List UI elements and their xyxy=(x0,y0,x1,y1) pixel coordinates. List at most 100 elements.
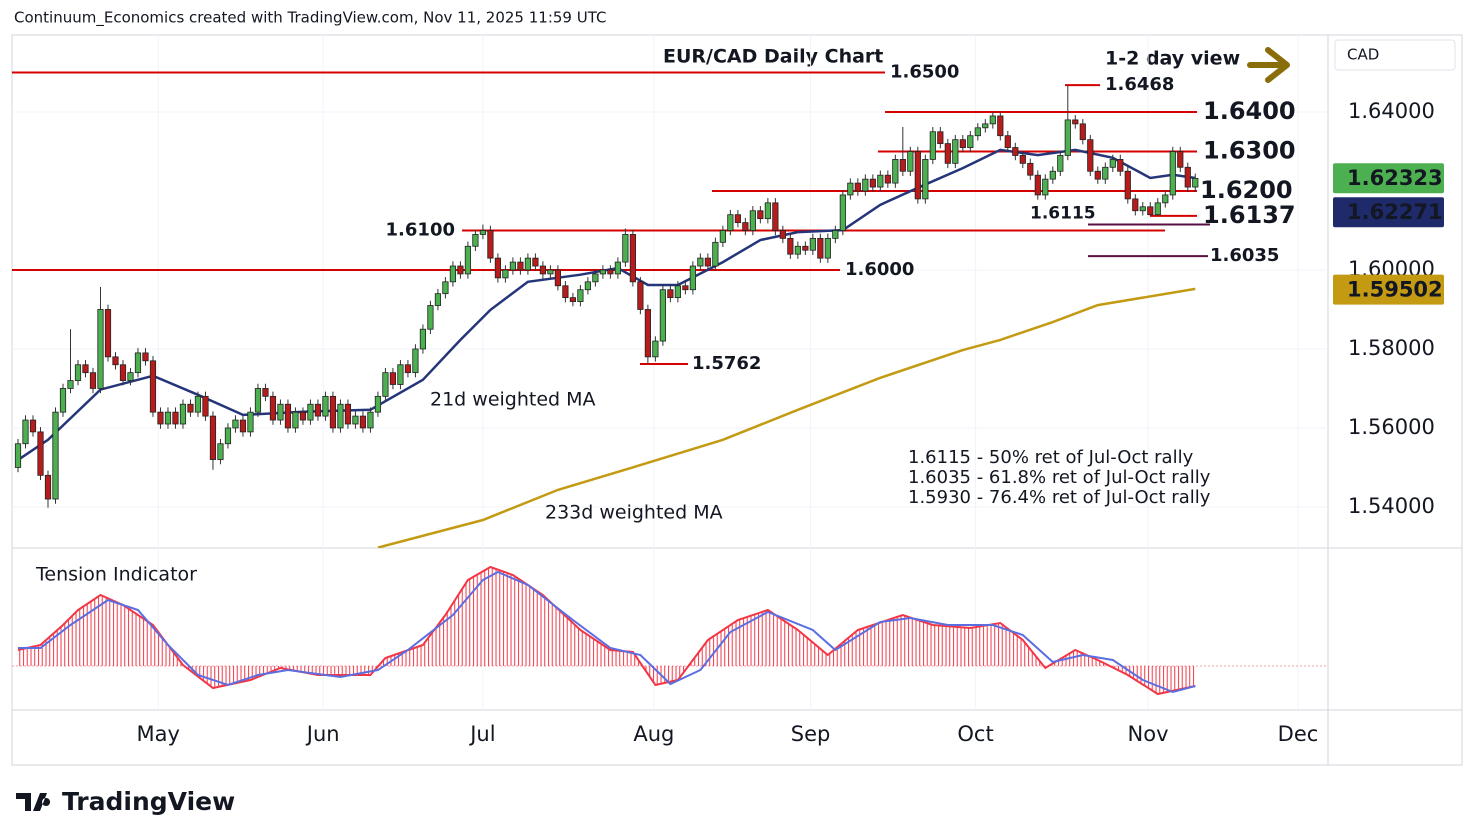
candle-body xyxy=(974,127,981,137)
candle-body xyxy=(1057,155,1064,172)
x-tick-label: Nov xyxy=(1128,722,1169,746)
candle-body xyxy=(37,431,44,476)
level-label: 1.6400 xyxy=(1203,97,1296,125)
brand: TradingView xyxy=(62,787,235,816)
x-tick-label: Oct xyxy=(957,722,993,746)
candle-body xyxy=(802,245,809,251)
x-tick-label: Aug xyxy=(633,722,674,746)
candle-body xyxy=(839,194,846,231)
candle-body xyxy=(547,269,554,275)
candle-body xyxy=(404,364,412,374)
candle-body xyxy=(779,230,786,239)
candle-body xyxy=(1102,166,1109,180)
candle-body xyxy=(997,115,1004,137)
candle-body xyxy=(442,281,449,295)
candle-body xyxy=(29,419,37,433)
candle-body xyxy=(382,372,389,397)
candle-body xyxy=(727,214,734,231)
arrow xyxy=(1247,47,1290,83)
indicator-line xyxy=(17,565,1196,696)
candle-body xyxy=(907,151,914,172)
candle-body xyxy=(224,427,232,445)
candle-body xyxy=(562,285,569,299)
candle-body xyxy=(1087,139,1094,172)
candle-body xyxy=(329,395,337,429)
price-badge xyxy=(1333,197,1444,228)
logo xyxy=(16,793,51,811)
ma-line xyxy=(17,148,1196,461)
candle-body xyxy=(52,411,59,500)
x-tick-label: Dec xyxy=(1278,722,1319,746)
candle-body xyxy=(734,214,741,223)
candle-body xyxy=(712,241,719,267)
candle-body xyxy=(344,403,352,425)
candle-body xyxy=(592,273,599,283)
candle-body xyxy=(1027,162,1034,176)
candle-body xyxy=(772,202,779,231)
candle-body xyxy=(119,364,127,381)
candle-body xyxy=(292,411,299,429)
chart-subtitle: 1-2 day view xyxy=(1105,48,1240,70)
candle-body xyxy=(434,293,442,306)
candle-body xyxy=(1184,166,1191,188)
candle-body xyxy=(74,364,82,381)
candle-body xyxy=(884,174,891,184)
candle-body xyxy=(97,309,104,389)
candle-body xyxy=(164,411,172,425)
candle-body xyxy=(667,289,674,299)
y-tick-label: 1.54000 xyxy=(1348,494,1435,518)
candle-body xyxy=(232,419,239,429)
candle-body xyxy=(944,143,951,164)
candle-body xyxy=(674,285,681,299)
candle-body xyxy=(914,151,921,200)
candle-body xyxy=(59,388,67,413)
candle-body xyxy=(869,178,876,188)
candle-body xyxy=(412,348,419,374)
candle-body xyxy=(367,411,374,429)
candle-body xyxy=(787,237,794,255)
candle-body xyxy=(209,415,217,460)
candle-body xyxy=(757,210,764,220)
candle-body xyxy=(607,269,614,275)
candle-body xyxy=(104,309,112,358)
candle-body xyxy=(502,269,509,279)
candle-body xyxy=(479,230,487,235)
candle-body xyxy=(719,230,726,243)
y-tick-label: 1.58000 xyxy=(1348,336,1435,360)
candle-body xyxy=(314,403,322,417)
candle-body xyxy=(952,139,959,164)
candle-body xyxy=(1049,170,1056,180)
candle-body xyxy=(569,297,576,302)
candle-body xyxy=(584,281,591,291)
candle-body xyxy=(1117,158,1124,172)
price-badge-label: 1.62323 xyxy=(1347,166,1443,190)
candle-body xyxy=(352,415,359,425)
candle-body xyxy=(44,474,52,500)
candle-body xyxy=(644,309,651,358)
candle-body xyxy=(832,230,839,239)
candle-body xyxy=(899,158,906,172)
candle-body xyxy=(127,372,134,381)
candle-body xyxy=(457,265,464,275)
candle-body xyxy=(487,230,494,259)
candle-body xyxy=(892,158,899,184)
chart-title: EUR/CAD Daily Chart xyxy=(663,46,883,68)
candle-body xyxy=(637,281,644,310)
candle-body xyxy=(1147,206,1154,216)
candle-body xyxy=(689,265,696,291)
indicator-title: Tension Indicator xyxy=(35,564,197,586)
plot xyxy=(12,71,1210,548)
y-tick-label: 1.64000 xyxy=(1348,99,1435,123)
candle-body xyxy=(742,222,749,231)
candle-body xyxy=(157,411,164,425)
note: 1.6035 - 61.8% ret of Jul-Oct rally xyxy=(908,467,1211,488)
candle-body xyxy=(239,419,247,433)
candle-body xyxy=(967,135,974,148)
price-badge-label: 1.62271 xyxy=(1347,200,1443,224)
candle-body xyxy=(652,340,659,358)
ma-label: 21d weighted MA xyxy=(430,389,596,411)
candle-body xyxy=(254,388,262,413)
candle-body xyxy=(322,395,329,417)
candle-body xyxy=(847,182,854,196)
indicator-histogram xyxy=(17,567,1196,694)
